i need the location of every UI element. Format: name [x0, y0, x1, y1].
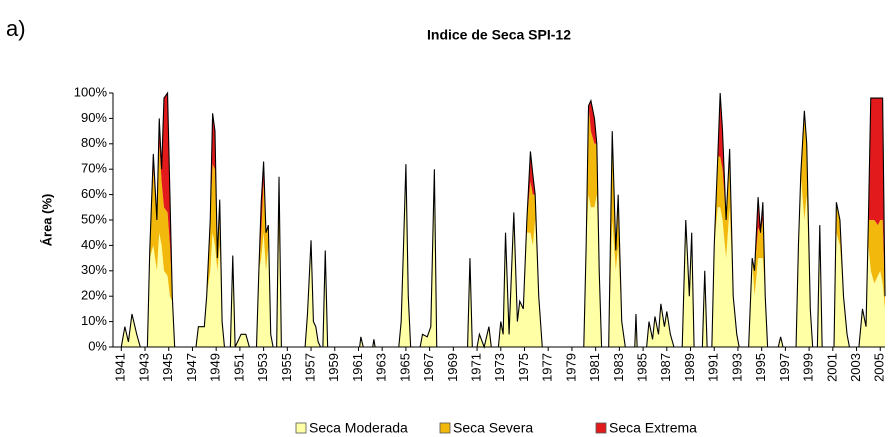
x-tick-label: 1981: [587, 353, 602, 382]
y-tick-label: 60%: [81, 186, 107, 201]
x-tick-label: 2003: [848, 353, 863, 382]
y-tick-label: 100%: [74, 84, 108, 99]
x-tick-label: 1943: [136, 353, 151, 382]
area: [121, 164, 886, 347]
x-tick-label: 1965: [397, 353, 412, 382]
x-tick-label: 1983: [611, 353, 626, 382]
y-axis-label: Área (%): [39, 194, 54, 247]
legend-label: Seca Moderada: [309, 420, 408, 436]
outline: [120, 91, 886, 349]
x-tick-label: 1949: [208, 353, 223, 382]
x-tick-label: 1973: [492, 353, 507, 382]
legend-swatch: [439, 422, 451, 434]
area: [121, 93, 886, 347]
x-tick-label: 1985: [635, 353, 650, 382]
y-tick-label: 70%: [81, 161, 107, 176]
x-tick-label: 1999: [801, 353, 816, 382]
legend-swatch: [595, 422, 607, 434]
x-tick-label: 1977: [540, 353, 555, 382]
x-tick-label: 2005: [872, 353, 887, 382]
x-tick-label: 1961: [350, 353, 365, 382]
y-tick-label: 10%: [81, 313, 107, 328]
x-tick-label: 1945: [160, 353, 175, 382]
y-tick-label: 0%: [88, 338, 107, 353]
x-tick-label: 1963: [374, 353, 389, 382]
x-tick-label: 2001: [824, 353, 839, 382]
x-tick-label: 1967: [421, 353, 436, 382]
x-tick-label: 1987: [658, 353, 673, 382]
y-tick-label: 80%: [81, 135, 107, 150]
chart-title: Indice de Seca SPI-12: [427, 27, 571, 43]
x-tick-label: 1969: [445, 353, 460, 382]
x-tick-label: 1955: [279, 353, 294, 382]
y-tick-label: 90%: [81, 110, 107, 125]
x-tick-label: 1993: [729, 353, 744, 382]
x-tick-label: 1947: [184, 353, 199, 382]
x-tick-label: 1997: [777, 353, 792, 382]
legend-swatch: [295, 422, 307, 434]
x-tick-label: 1959: [326, 353, 341, 382]
x-tick-label: 1995: [753, 353, 768, 382]
x-tick-label: 1991: [706, 353, 721, 382]
y-tick-label: 50%: [81, 211, 107, 226]
panel-label: a): [6, 16, 26, 41]
legend-label: Seca Extrema: [609, 420, 697, 436]
legend-label: Seca Severa: [453, 420, 533, 436]
y-tick-label: 20%: [81, 288, 107, 303]
x-tick-label: 1951: [231, 353, 246, 382]
x-tick-label: 1979: [563, 353, 578, 382]
x-tick-label: 1957: [302, 353, 317, 382]
x-tick-label: 1975: [516, 353, 531, 382]
y-tick-label: 40%: [81, 237, 107, 252]
x-tick-label: 1941: [113, 353, 128, 382]
x-tick-label: 1953: [255, 353, 270, 382]
y-tick-label: 30%: [81, 262, 107, 277]
x-tick-label: 1989: [682, 353, 697, 382]
x-tick-label: 1971: [468, 353, 483, 382]
